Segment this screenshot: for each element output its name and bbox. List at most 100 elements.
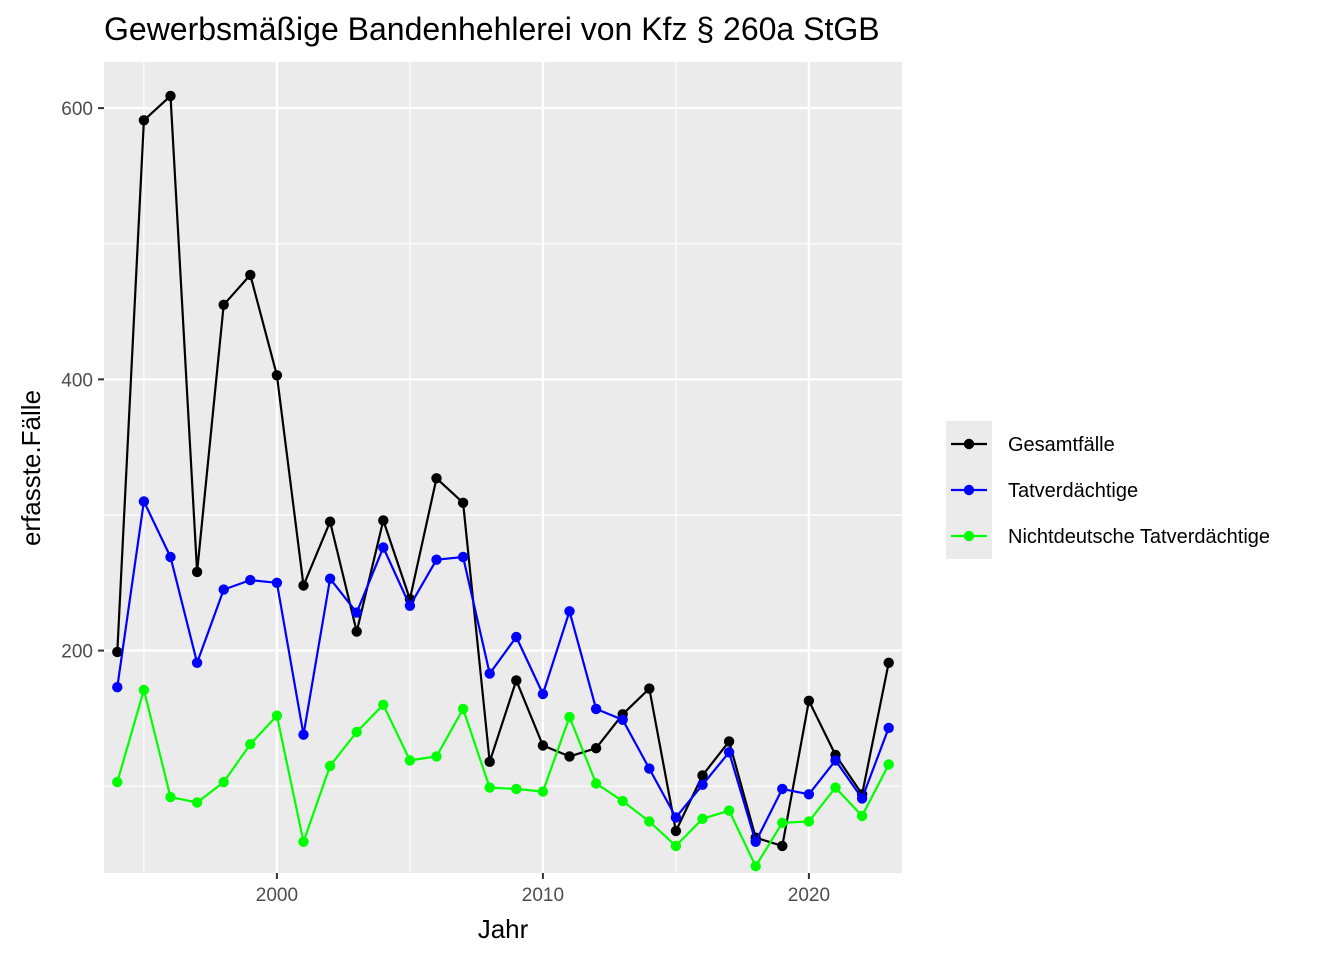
data-point [537, 688, 549, 700]
data-point [830, 782, 841, 793]
data-point [165, 791, 176, 803]
legend-label: Tatverdächtige [1008, 480, 1138, 502]
data-point [777, 840, 788, 852]
major-gridlines [104, 62, 902, 873]
x-axis-title: Jahr [478, 914, 529, 944]
data-point [218, 299, 229, 310]
data-point [245, 739, 256, 750]
data-point [537, 786, 549, 797]
data-point [112, 646, 123, 658]
data-point [378, 542, 389, 553]
data-point [271, 577, 283, 588]
data-point [670, 840, 682, 852]
data-point [590, 703, 602, 715]
series-line [116, 688, 890, 868]
data-point [245, 574, 256, 586]
chart-title: Gewerbsmäßige Bandenhehlerei von Kfz § 2… [104, 11, 880, 47]
data-point [511, 631, 522, 643]
data-point [856, 810, 868, 822]
data-point [165, 90, 176, 102]
data-point [457, 703, 469, 715]
data-point [271, 370, 283, 381]
data-point [378, 515, 389, 526]
data-point [803, 695, 815, 706]
data-point [138, 115, 150, 126]
data-point [830, 755, 841, 766]
data-point [777, 783, 788, 795]
data-point [644, 763, 655, 774]
data-point [457, 551, 469, 563]
data-point [537, 740, 549, 751]
data-point [431, 554, 442, 565]
data-point [564, 606, 575, 617]
data-point [138, 496, 150, 507]
data-point [351, 626, 362, 637]
data-point [404, 755, 416, 766]
data-point [644, 816, 655, 827]
data-point [298, 836, 309, 847]
data-point [670, 825, 682, 837]
legend-key-point [963, 484, 975, 496]
data-point [511, 675, 522, 686]
data-point [723, 736, 735, 747]
data-point [138, 684, 150, 696]
data-point [750, 861, 761, 872]
data-point [697, 779, 708, 790]
data-point [590, 743, 602, 754]
data-point [883, 722, 894, 734]
legend-label: Nichtdeutsche Tatverdächtige [1008, 526, 1270, 548]
data-point [617, 795, 628, 807]
data-point [564, 711, 575, 723]
data-point [245, 269, 256, 281]
data-point [298, 580, 309, 591]
data-point [218, 776, 229, 788]
data-point [378, 699, 389, 710]
x-axis: 2000 2010 2020 [256, 873, 830, 906]
data-point [191, 566, 203, 578]
data-point [803, 789, 815, 800]
data-point [431, 751, 442, 762]
y-axis-title: erfasste.Fälle [16, 390, 46, 546]
data-point [697, 813, 708, 824]
data-point [617, 714, 628, 725]
data-point [723, 805, 735, 816]
data-point [165, 551, 176, 563]
data-point [484, 668, 495, 679]
data-point [484, 782, 495, 793]
data-point [484, 756, 495, 767]
data-point [404, 600, 416, 611]
data-point [351, 607, 362, 618]
data-point [883, 657, 894, 668]
data-point [856, 793, 868, 804]
data-point [298, 729, 309, 740]
data-point [750, 836, 761, 847]
y-tick-label: 400 [61, 370, 93, 391]
data-point [191, 657, 203, 668]
data-point [590, 778, 602, 789]
data-point [324, 516, 336, 527]
data-point [351, 726, 362, 738]
series-group [112, 90, 894, 852]
data-point [324, 573, 336, 584]
y-tick-label: 200 [61, 642, 93, 663]
data-point [803, 816, 815, 827]
data-point [723, 747, 735, 758]
data-point [431, 473, 442, 484]
data-point [457, 497, 469, 508]
data-point [191, 797, 203, 808]
minor-gridlines [104, 62, 902, 873]
x-tick-label: 2010 [522, 885, 564, 906]
legend-label: Gesamtfälle [1008, 434, 1115, 456]
plot-panel [104, 62, 902, 873]
legend: Gesamtfälle Tatverdächtige Nichtdeutsche T… [946, 421, 1270, 559]
data-point [324, 760, 336, 772]
series-group [112, 496, 894, 847]
y-tick-label: 600 [61, 99, 93, 120]
series-group [112, 684, 894, 872]
data-point [511, 783, 522, 795]
series-layer [112, 90, 894, 872]
data-point [697, 770, 708, 781]
data-point [112, 682, 123, 693]
data-point [564, 751, 575, 762]
